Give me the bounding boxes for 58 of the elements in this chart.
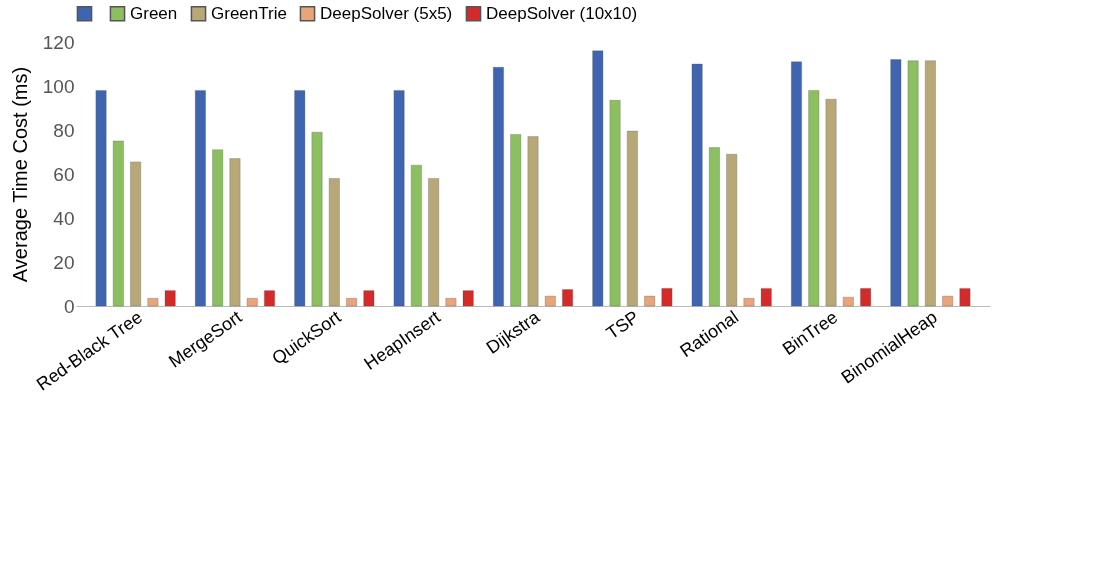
bar [164, 290, 176, 307]
bar [113, 140, 124, 307]
bar [791, 61, 802, 307]
bar [510, 134, 522, 307]
y-tick-label: 120 [42, 31, 75, 53]
bar [328, 178, 340, 307]
bar [760, 288, 772, 307]
bar [562, 289, 573, 307]
bar [294, 90, 306, 307]
bar [959, 288, 971, 307]
bar [860, 288, 871, 307]
x-tick-label: TSP [602, 306, 643, 344]
bar [246, 298, 258, 307]
bar [592, 50, 604, 307]
bar [493, 67, 504, 307]
bar [808, 90, 820, 307]
legend-label: DeepSolver (10x10) [486, 3, 638, 23]
bar [411, 165, 422, 307]
bar [428, 178, 439, 307]
bar [743, 298, 755, 307]
bar [709, 147, 720, 307]
bar [842, 297, 854, 307]
legend-label: DeepSolver (5x5) [320, 3, 453, 23]
y-tick-label: 40 [53, 207, 75, 229]
bar [264, 290, 275, 307]
bar [644, 295, 655, 307]
y-tick-label: 0 [63, 295, 75, 317]
bar [726, 154, 738, 307]
bar [691, 63, 703, 307]
bar [825, 99, 837, 307]
bar [445, 298, 457, 307]
bar [627, 130, 638, 307]
legend-label: GreenTrie [211, 3, 287, 23]
bar [609, 100, 621, 307]
bar [363, 290, 375, 307]
bar [346, 298, 357, 307]
bar [907, 60, 919, 307]
bar [527, 136, 539, 307]
bar [212, 149, 224, 307]
bar [462, 290, 474, 307]
bar [130, 161, 141, 307]
bar [661, 288, 673, 307]
bar [925, 60, 936, 307]
y-tick-label: 20 [53, 251, 75, 273]
bar [311, 132, 323, 307]
y-axis-title: Average Time Cost (ms) [8, 66, 31, 283]
bar [147, 298, 159, 307]
legend-label: Green [130, 3, 178, 23]
bar [890, 59, 902, 307]
bar [229, 158, 241, 307]
y-tick-label: 80 [53, 119, 75, 141]
bar [393, 90, 405, 307]
bar [544, 295, 556, 307]
bar [95, 90, 107, 307]
y-tick-label: 100 [42, 75, 75, 97]
bar [942, 295, 953, 307]
bar [195, 90, 206, 307]
y-tick-label: 60 [53, 163, 75, 185]
